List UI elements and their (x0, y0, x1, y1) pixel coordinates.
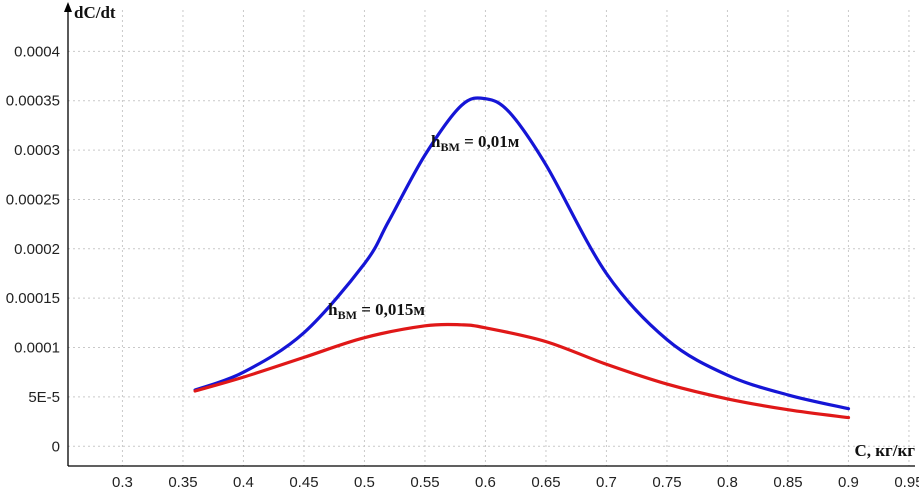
annotation-subscript: ВМ (338, 308, 357, 322)
y-tick-label: 0 (52, 438, 60, 455)
annotation-value: = 0,01м (460, 132, 520, 151)
grid (68, 10, 915, 466)
y-tick-label: 0.0001 (14, 340, 60, 357)
x-tick-label: 0.9 (838, 474, 859, 491)
y-tick-label: 0.00035 (6, 93, 60, 110)
x-tick-label: 0.6 (475, 474, 496, 491)
y-axis-title: dC/dt (74, 3, 116, 22)
x-tick-label: 0.95 (894, 474, 919, 491)
curve-annotation: hВМ = 0,01м (431, 132, 520, 154)
annotation-value: = 0,015м (357, 300, 425, 319)
x-tick-label: 0.3 (112, 474, 133, 491)
annotation-subscript: ВМ (440, 140, 459, 154)
x-tick-label: 0.65 (531, 474, 560, 491)
axes (64, 2, 915, 467)
x-tick-label: 0.35 (168, 474, 197, 491)
curve-annotation: hВМ = 0,015м (328, 300, 425, 322)
x-tick-label: 0.45 (289, 474, 318, 491)
x-tick-label: 0.8 (717, 474, 738, 491)
tick-labels: 0.3 0.35 0.4 0.45 0.5 0.55 0.6 0.65 0.7 0.75 0.8 0.… (6, 43, 919, 491)
annotation-symbol: h (328, 300, 338, 319)
annotation-symbol: h (431, 132, 441, 151)
x-axis-title: C, кг/кг (854, 441, 915, 460)
series (193, 96, 851, 420)
x-tick-label: 0.5 (354, 474, 375, 491)
series-line-2 (193, 322, 851, 420)
x-tick-label: 0.55 (410, 474, 439, 491)
series-line-1 (193, 96, 851, 411)
y-tick-label: 0.0003 (14, 142, 60, 159)
y-axis-arrow (64, 2, 72, 12)
y-tick-label: 0.0002 (14, 241, 60, 258)
y-tick-label: 0.00025 (6, 191, 60, 208)
x-tick-label: 0.85 (773, 474, 802, 491)
y-tick-label: 0.00015 (6, 290, 60, 307)
x-tick-label: 0.4 (233, 474, 254, 491)
x-tick-label: 0.75 (652, 474, 681, 491)
y-tick-label: 5E-5 (28, 389, 60, 406)
y-tick-label: 0.0004 (14, 43, 60, 60)
x-tick-label: 0.7 (596, 474, 617, 491)
